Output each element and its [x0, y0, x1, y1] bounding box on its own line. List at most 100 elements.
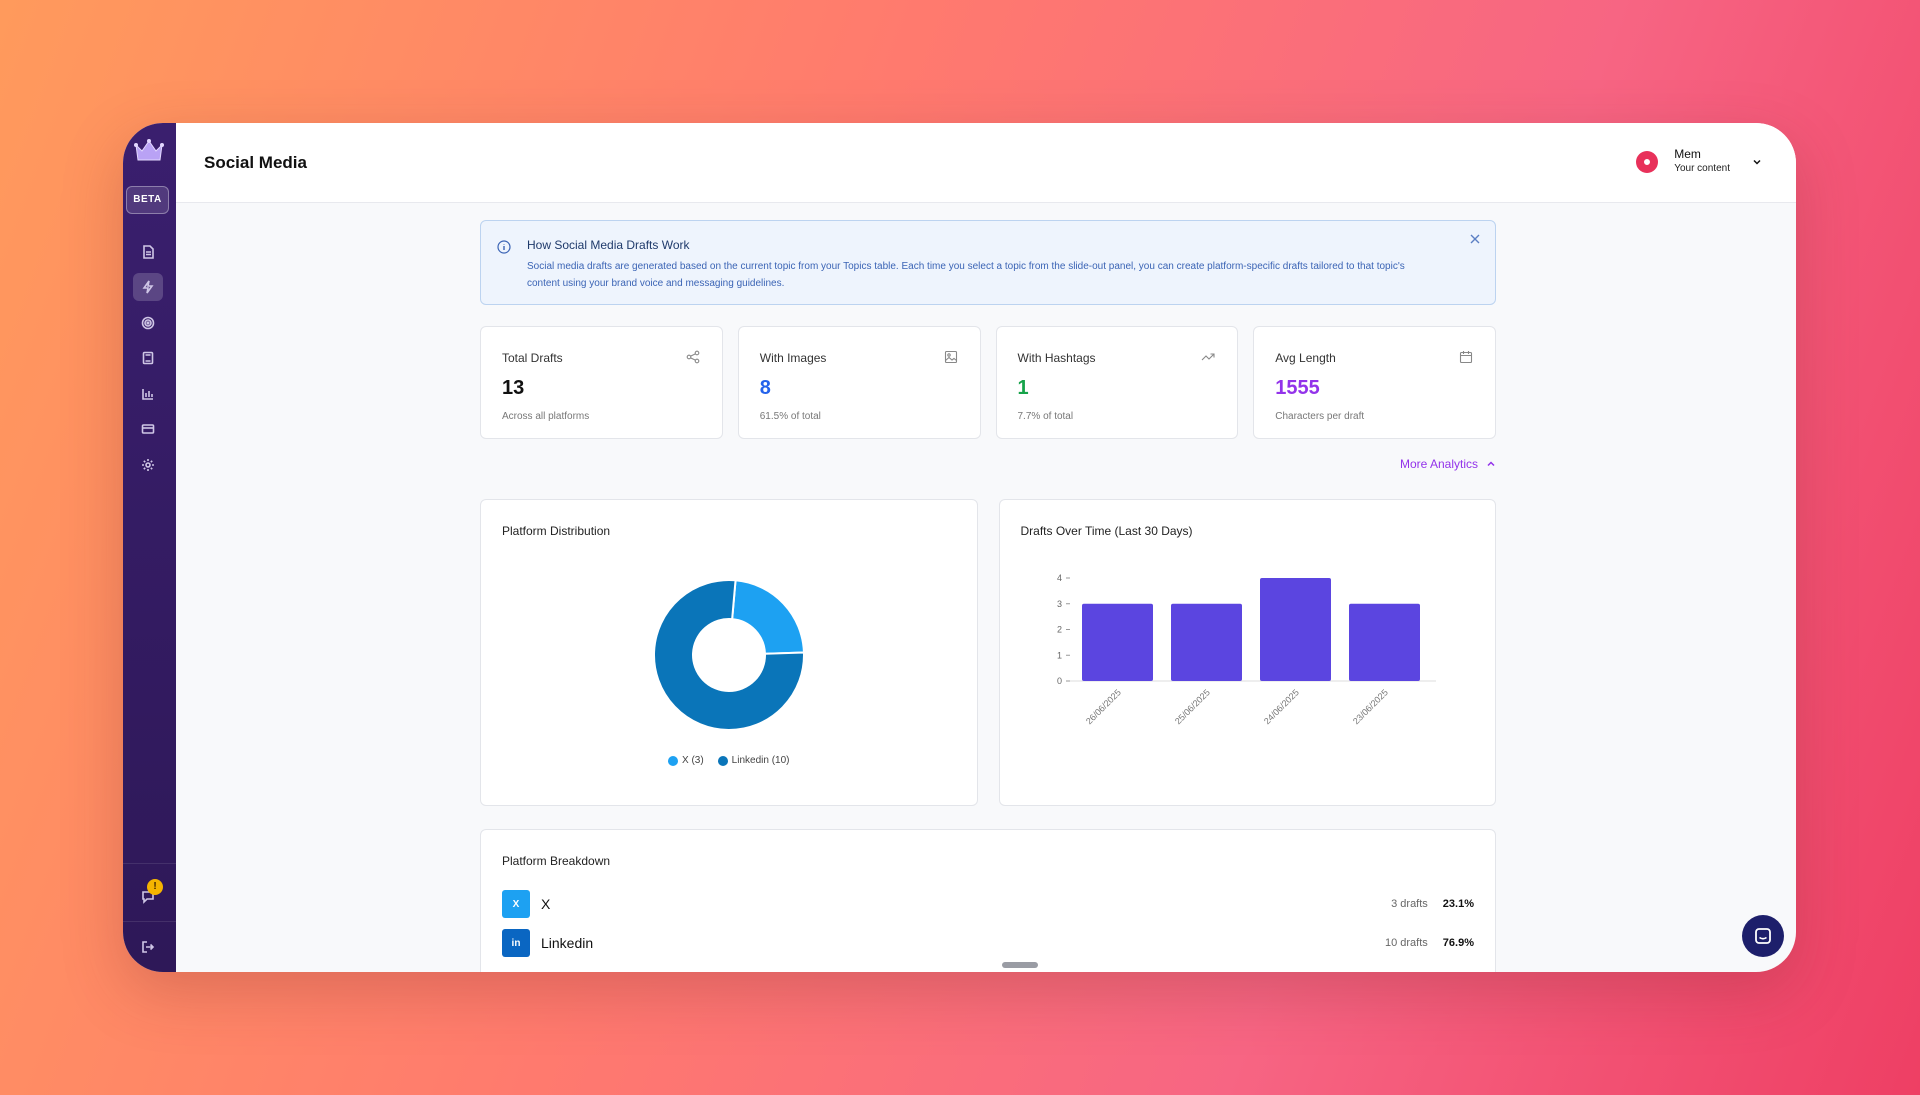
card-icon: [141, 424, 155, 434]
x-logo-icon: X: [502, 890, 530, 918]
sidebar-item-settings[interactable]: [133, 451, 163, 479]
pie-slice-linkedin[interactable]: [653, 579, 805, 731]
sidebar-divider: [123, 863, 176, 864]
sidebar-item-library[interactable]: [133, 344, 163, 372]
x-tick-label: 25/06/2025: [1172, 687, 1211, 726]
drafts-over-time-title: Drafts Over Time (Last 30 Days): [1020, 524, 1193, 538]
main-area: Social Media Mem Your content How Social…: [176, 123, 1796, 972]
y-tick-label: 2: [1056, 625, 1061, 635]
drafts-over-time-chart: 0 1 2 3 4 26/06/2025 25/06/2025 24/06/2025 23/06…: [1056, 573, 1436, 726]
stat-value: 8: [759, 377, 771, 399]
chat-icon: [1755, 928, 1771, 944]
logout-button[interactable]: [133, 933, 163, 961]
pie-slice-x[interactable]: [731, 579, 805, 655]
user-menu[interactable]: Mem Your content: [1636, 147, 1762, 176]
y-tick-label: 3: [1056, 599, 1061, 609]
stat-value: 13: [502, 377, 525, 399]
platform-distribution-card: Platform Distribution X (3) Linkedin (10…: [480, 499, 978, 806]
platform-breakdown-card: Platform Breakdown X X 3 drafts 23.1% in…: [480, 829, 1496, 972]
calendar-icon: [1459, 351, 1473, 364]
legend-label: Linkedin (10): [731, 755, 790, 766]
more-analytics-label: More Analytics: [1399, 457, 1478, 471]
sidebar-item-social-media[interactable]: [133, 273, 163, 301]
pie-legend: X (3) Linkedin (10): [481, 755, 977, 766]
user-name: Mem: [1674, 147, 1701, 161]
x-tick-label: 24/06/2025: [1261, 687, 1300, 726]
draft-percentage: 23.1%: [1442, 898, 1474, 910]
breakdown-row-linkedin[interactable]: in Linkedin 10 drafts 76.9%: [502, 929, 1474, 957]
stat-card-total-drafts: Total Drafts 13 Across all platforms: [480, 326, 723, 439]
legend-swatch: [717, 755, 728, 766]
target-icon: [141, 316, 155, 330]
draft-percentage: 76.9%: [1442, 937, 1474, 949]
crown-logo-icon[interactable]: [133, 137, 165, 165]
lightning-icon: [142, 280, 154, 294]
x-tick-label: 23/06/2025: [1350, 687, 1389, 726]
stat-value: 1555: [1275, 377, 1320, 399]
document-icon: [143, 245, 154, 259]
legend-label: X (3): [682, 755, 704, 766]
platform-name: Linkedin: [541, 935, 594, 951]
sidebar-divider: [123, 921, 176, 922]
more-analytics-row: More Analytics: [480, 439, 1496, 499]
sidebar-item-billing[interactable]: [133, 415, 163, 443]
info-icon: [497, 240, 511, 254]
info-banner: How Social Media Drafts Work Social medi…: [480, 220, 1496, 305]
legend-swatch: [668, 755, 678, 766]
stat-card-with-hashtags: With Hashtags 1 7.7% of total: [995, 326, 1239, 439]
notification-badge: !: [147, 879, 163, 895]
stat-label: Total Drafts: [502, 351, 563, 365]
bar-26/06/2025[interactable]: [1081, 603, 1153, 681]
scroll-handle[interactable]: [1002, 962, 1038, 968]
stat-label: With Hashtags: [1017, 351, 1096, 365]
sidebar-item-targets[interactable]: [133, 309, 163, 337]
chart-icon: [142, 389, 153, 400]
charts-row: Platform Distribution X (3) Linkedin (10…: [480, 499, 1496, 806]
y-tick-label: 1: [1056, 650, 1061, 660]
stat-sub: Characters per draft: [1275, 411, 1365, 422]
legend-item-x[interactable]: X (3): [668, 755, 704, 766]
page-title: Social Media: [204, 153, 307, 172]
linkedin-logo-icon: in: [502, 929, 530, 957]
draft-count: 3 drafts: [1391, 898, 1428, 910]
stat-label: With Images: [759, 351, 827, 365]
bar-25/06/2025[interactable]: [1170, 603, 1242, 681]
book-icon: [142, 351, 154, 365]
sidebar: BETA !: [123, 123, 176, 972]
stat-sub: 7.7% of total: [1017, 411, 1074, 422]
info-banner-body: Social media drafts are generated based …: [527, 261, 1405, 289]
beta-badge: BETA: [126, 186, 169, 214]
close-icon[interactable]: [1469, 233, 1481, 245]
info-banner-title: How Social Media Drafts Work: [527, 238, 690, 252]
chevron-up-icon: [1487, 461, 1495, 467]
chat-support-button[interactable]: [1742, 915, 1784, 957]
draft-count: 10 drafts: [1384, 937, 1428, 949]
trending-icon: [1201, 353, 1215, 361]
avatar: [1636, 150, 1659, 173]
app-window: BETA ! Soc: [123, 123, 1796, 972]
stat-sub: Across all platforms: [502, 411, 590, 422]
breakdown-row-x[interactable]: X X 3 drafts 23.1%: [502, 890, 1474, 918]
legend-item-linkedin[interactable]: Linkedin (10): [717, 755, 790, 766]
chevron-down-icon[interactable]: [1752, 157, 1762, 167]
top-bar: Social Media Mem Your content: [176, 123, 1796, 203]
gear-icon: [142, 459, 154, 471]
bar-24/06/2025[interactable]: [1259, 578, 1331, 681]
stat-card-avg-length: Avg Length 1555 Characters per draft: [1253, 326, 1496, 439]
share-icon: [686, 350, 700, 364]
platform-distribution-chart: [653, 579, 805, 731]
stats-row: Total Drafts 13 Across all platforms Wit…: [480, 326, 1496, 439]
platform-name: X: [541, 896, 551, 912]
user-subtitle: Your content: [1674, 163, 1730, 174]
content: How Social Media Drafts Work Social medi…: [480, 220, 1496, 972]
sidebar-item-analytics[interactable]: [133, 380, 163, 408]
platform-breakdown-title: Platform Breakdown: [502, 854, 611, 868]
y-tick-label: 4: [1056, 573, 1061, 583]
more-analytics-button[interactable]: More Analytics: [1400, 457, 1496, 471]
stat-label: Avg Length: [1275, 351, 1336, 365]
stat-card-with-images: With Images 8 61.5% of total: [737, 326, 981, 439]
bar-23/06/2025[interactable]: [1348, 603, 1420, 681]
stat-value: 1: [1017, 377, 1029, 399]
sidebar-item-documents[interactable]: [133, 238, 163, 266]
platform-distribution-title: Platform Distribution: [502, 524, 611, 538]
